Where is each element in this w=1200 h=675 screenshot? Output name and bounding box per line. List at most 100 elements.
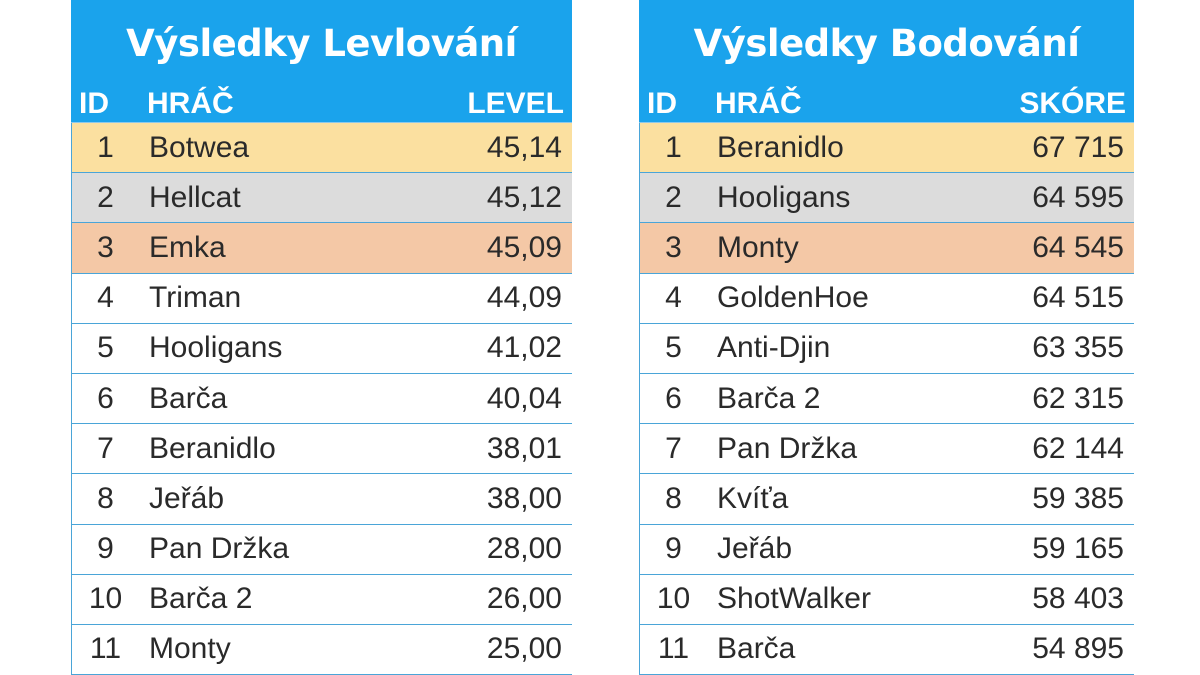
row-id: 2 [665, 180, 682, 214]
row-player: Beranidlo [717, 130, 844, 164]
row-player: Botwea [149, 130, 250, 164]
row-id: 5 [97, 331, 114, 365]
table-header-row: ID HRÁČ SKÓRE [639, 86, 1134, 123]
row-id: 2 [97, 180, 114, 214]
row-player: Jeřáb [149, 481, 225, 515]
row-value: 64 595 [1032, 180, 1124, 214]
table-row: 5 Anti-Djin 63 355 [639, 323, 1134, 374]
row-id: 1 [97, 130, 114, 164]
row-value: 54 895 [1032, 632, 1124, 666]
table-row: 10 Barča 2 26,00 [71, 574, 572, 625]
table-row: 4 GoldenHoe 64 515 [639, 273, 1134, 324]
row-value: 64 545 [1032, 230, 1124, 264]
row-value: 59 165 [1032, 532, 1124, 566]
table-header-row: ID HRÁČ LEVEL [71, 86, 572, 123]
row-id: 8 [665, 481, 682, 515]
row-player: Barča 2 [149, 582, 253, 616]
row-player: Hooligans [149, 331, 283, 365]
row-value: 44,09 [486, 281, 562, 315]
table-title: Výsledky Levlování [71, 0, 572, 86]
table-body: 1 Botwea 45,14 2 Hellcat 45,12 3 Emka 45,09 4 Trim… [71, 123, 572, 675]
row-value: 28,00 [486, 532, 562, 566]
row-value: 38,01 [486, 431, 562, 465]
row-player: Monty [717, 230, 799, 264]
row-value: 62 315 [1032, 381, 1124, 415]
row-value: 45,14 [486, 130, 562, 164]
row-value: 25,00 [486, 632, 562, 666]
row-player: Hellcat [149, 180, 241, 214]
row-player: GoldenHoe [717, 281, 869, 315]
row-id: 10 [656, 582, 691, 616]
table-row: 5 Hooligans 41,02 [71, 323, 572, 374]
row-player: Barča 2 [717, 381, 821, 415]
row-player: Kvíťa [717, 481, 789, 515]
row-id: 10 [88, 582, 123, 616]
table-row: 9 Jeřáb 59 165 [639, 524, 1134, 575]
row-id: 3 [665, 230, 682, 264]
row-player: Pan Držka [149, 532, 290, 566]
row-player: Emka [149, 230, 226, 264]
header-id: ID [647, 87, 677, 120]
header-score: SKÓRE [1019, 87, 1126, 120]
row-player: Monty [149, 632, 231, 666]
table-row: 9 Pan Držka 28,00 [71, 524, 572, 575]
row-player: Jeřáb [717, 532, 793, 566]
row-player: Beranidlo [149, 431, 276, 465]
row-value: 38,00 [486, 481, 562, 515]
row-id: 11 [657, 632, 690, 666]
row-id: 9 [97, 532, 114, 566]
row-id: 8 [97, 481, 114, 515]
table-row: 3 Emka 45,09 [71, 223, 572, 274]
row-id: 4 [665, 281, 682, 315]
table-row: 2 Hellcat 45,12 [71, 173, 572, 224]
row-value: 64 515 [1032, 281, 1124, 315]
row-value: 45,12 [486, 180, 562, 214]
table-row: 2 Hooligans 64 595 [639, 173, 1134, 224]
row-value: 26,00 [486, 582, 562, 616]
row-id: 9 [665, 532, 682, 566]
header-player: HRÁČ [147, 87, 234, 120]
row-player: Hooligans [717, 180, 851, 214]
row-id: 5 [665, 331, 682, 365]
row-value: 62 144 [1032, 431, 1124, 465]
table-row: 8 Jeřáb 38,00 [71, 474, 572, 525]
table-row: 1 Beranidlo 67 715 [639, 123, 1134, 174]
row-player: Barča [717, 632, 796, 666]
row-player: Pan Držka [717, 431, 858, 465]
row-value: 41,02 [486, 331, 562, 365]
leveling-results-table: Výsledky Levlování ID HRÁČ LEVEL 1 Botwea… [71, 0, 572, 675]
scoring-results-table: Výsledky Bodování ID HRÁČ SKÓRE 1 Beranid… [639, 0, 1134, 675]
row-id: 3 [97, 230, 114, 264]
table-row: 3 Monty 64 545 [639, 223, 1134, 274]
row-id: 7 [97, 431, 114, 465]
table-row: 7 Pan Držka 62 144 [639, 424, 1134, 475]
row-value: 67 715 [1032, 130, 1124, 164]
row-id: 7 [665, 431, 682, 465]
row-value: 63 355 [1032, 331, 1124, 365]
table-row: 11 Monty 25,00 [71, 624, 572, 675]
table-row: 11 Barča 54 895 [639, 624, 1134, 675]
row-id: 4 [97, 281, 114, 315]
row-player: Triman [149, 281, 242, 315]
row-player: ShotWalker [717, 582, 871, 616]
row-id: 6 [97, 381, 114, 415]
row-player: Anti-Djin [717, 331, 831, 365]
table-row: 1 Botwea 45,14 [71, 123, 572, 174]
table-row: 4 Triman 44,09 [71, 273, 572, 324]
row-id: 1 [665, 130, 682, 164]
header-player: HRÁČ [715, 87, 802, 120]
table-title: Výsledky Bodování [639, 0, 1134, 86]
table-body: 1 Beranidlo 67 715 2 Hooligans 64 595 3 Monty 64… [639, 123, 1134, 675]
header-id: ID [79, 87, 109, 120]
row-value: 40,04 [486, 381, 562, 415]
table-row: 7 Beranidlo 38,01 [71, 424, 572, 475]
row-player: Barča [149, 381, 228, 415]
row-value: 45,09 [486, 230, 562, 264]
row-id: 6 [665, 381, 682, 415]
table-row: 6 Barča 2 62 315 [639, 373, 1134, 425]
row-id: 11 [89, 632, 122, 666]
row-value: 59 385 [1032, 481, 1124, 515]
table-row: 6 Barča 40,04 [71, 373, 572, 425]
table-row: 8 Kvíťa 59 385 [639, 474, 1134, 525]
row-value: 58 403 [1032, 582, 1124, 616]
